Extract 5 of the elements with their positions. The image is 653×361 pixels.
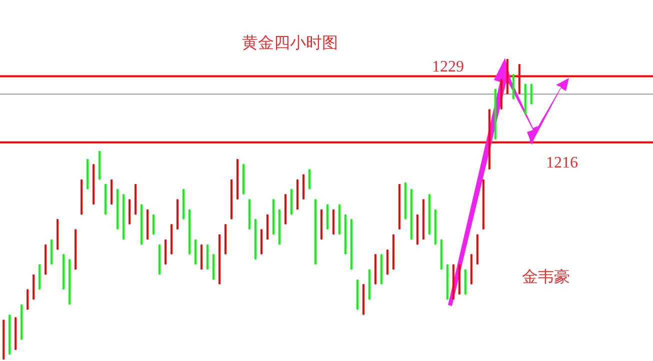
annotation: 金韦豪 (522, 267, 570, 286)
ref-line-label: 1216 (546, 154, 578, 172)
candlestick (152, 214, 155, 235)
ref-line-label: 1229 (432, 58, 464, 76)
text: 黄金四小时图 (242, 33, 338, 52)
